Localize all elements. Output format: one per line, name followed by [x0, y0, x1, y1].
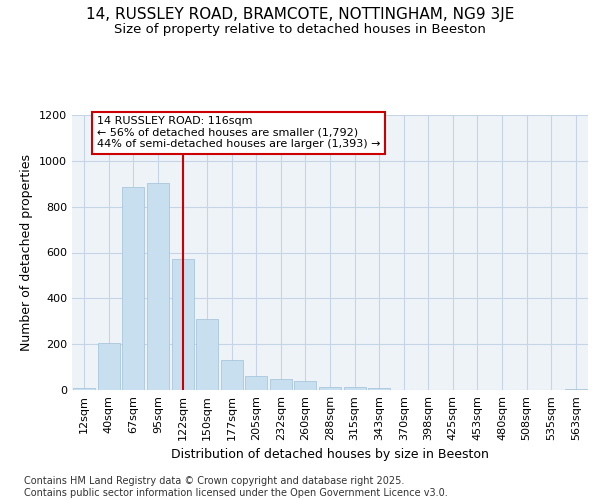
Text: 14, RUSSLEY ROAD, BRAMCOTE, NOTTINGHAM, NG9 3JE: 14, RUSSLEY ROAD, BRAMCOTE, NOTTINGHAM, … [86, 8, 514, 22]
Bar [319, 387, 341, 390]
Text: Contains HM Land Registry data © Crown copyright and database right 2025.
Contai: Contains HM Land Registry data © Crown c… [24, 476, 448, 498]
Bar [221, 360, 243, 390]
Y-axis label: Number of detached properties: Number of detached properties [20, 154, 34, 351]
Bar [73, 388, 95, 390]
Bar [344, 387, 365, 390]
Bar [245, 376, 268, 390]
Bar [122, 187, 145, 390]
Bar [172, 260, 194, 390]
Text: 14 RUSSLEY ROAD: 116sqm
← 56% of detached houses are smaller (1,792)
44% of semi: 14 RUSSLEY ROAD: 116sqm ← 56% of detache… [97, 116, 380, 150]
Bar [147, 182, 169, 390]
Text: Size of property relative to detached houses in Beeston: Size of property relative to detached ho… [114, 22, 486, 36]
Bar [565, 389, 587, 390]
Bar [270, 379, 292, 390]
Bar [98, 343, 120, 390]
Bar [295, 381, 316, 390]
Bar [196, 319, 218, 390]
Bar [368, 388, 390, 390]
X-axis label: Distribution of detached houses by size in Beeston: Distribution of detached houses by size … [171, 448, 489, 462]
